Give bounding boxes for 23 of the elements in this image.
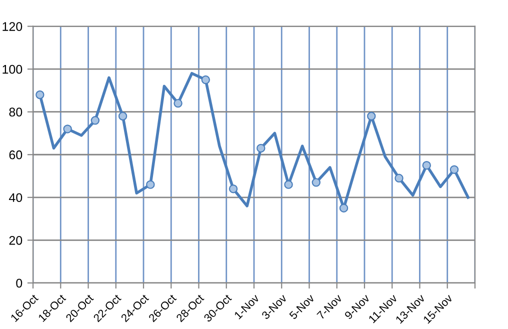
point — [146, 180, 155, 189]
y-tick-label: 60 — [9, 150, 22, 160]
y-tick-label: 20 — [9, 236, 22, 245]
point — [201, 75, 210, 84]
point — [90, 116, 100, 125]
point — [256, 144, 266, 153]
point — [339, 204, 348, 212]
y-tick-label: 0 — [16, 278, 22, 288]
point — [63, 124, 72, 134]
point — [422, 160, 431, 170]
point — [174, 98, 182, 108]
y-tick-label: 80 — [9, 108, 22, 117]
y-tick-label: 100 — [2, 64, 22, 74]
y-tick-label: 120 — [2, 22, 22, 31]
point — [36, 90, 44, 100]
y-tick-label: 40 — [8, 193, 22, 202]
point — [450, 165, 459, 174]
point — [367, 112, 376, 120]
point — [118, 112, 128, 120]
point — [394, 174, 404, 183]
point — [312, 178, 321, 187]
point — [228, 184, 238, 194]
point — [284, 180, 293, 189]
